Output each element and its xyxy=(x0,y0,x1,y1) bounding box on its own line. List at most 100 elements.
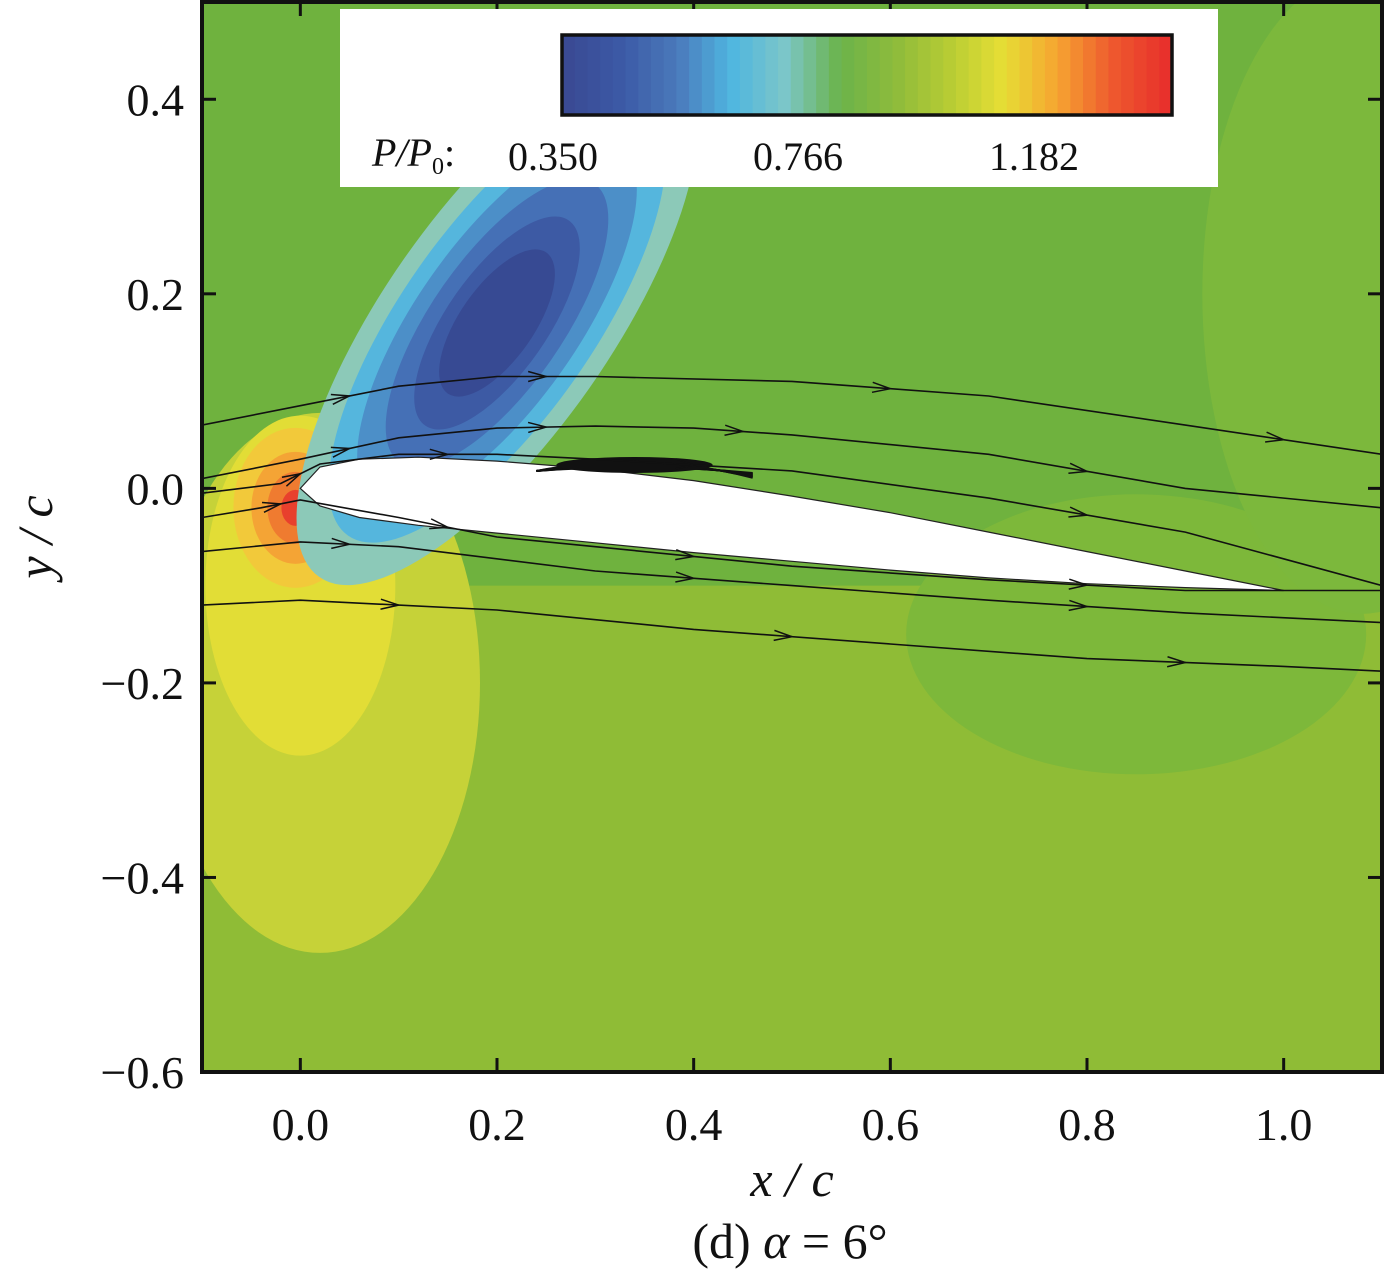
colorbar-swatch xyxy=(816,35,830,115)
streamline-arrow xyxy=(675,571,697,583)
plot-frame xyxy=(200,0,1384,1074)
streamline-arrow xyxy=(429,518,451,530)
colorbar-swatch xyxy=(638,35,652,115)
colorbar-swatch xyxy=(968,35,982,115)
caption-symbol: α xyxy=(763,1213,791,1269)
streamline-arrow xyxy=(1166,656,1189,668)
colorbar-swatch xyxy=(1006,35,1021,115)
colorbar-swatch xyxy=(1070,35,1084,115)
colorbar-swatch xyxy=(1146,35,1160,115)
colorbar-swatch xyxy=(1032,35,1046,115)
colorbar-label-min: 0.350 xyxy=(508,134,598,179)
colorbar-swatch xyxy=(778,35,792,115)
y-tick-label: 0.0 xyxy=(127,463,185,514)
colorbar-legend: P/P0: 0.350 0.766 1.182 xyxy=(340,9,1218,187)
colorbar-swatch xyxy=(892,35,906,115)
streamline-arrow xyxy=(281,472,303,487)
colorbar-label-max: 1.182 xyxy=(989,134,1079,179)
x-tick-label: 0.0 xyxy=(272,1099,330,1150)
colorbar-swatch xyxy=(1108,35,1122,115)
colorbar-label-mid: 0.766 xyxy=(753,134,843,179)
colorbar-swatch xyxy=(714,35,728,115)
streamline-arrow xyxy=(429,448,451,461)
x-tick-label: 0.6 xyxy=(862,1099,920,1150)
colorbar-swatch xyxy=(701,35,716,115)
colorbar-swatch xyxy=(574,35,589,115)
streamline-arrow xyxy=(675,549,697,561)
bubble-core xyxy=(556,456,713,473)
colorbar-swatch xyxy=(1121,35,1135,115)
streamline-arrow xyxy=(331,537,353,550)
x-axis-title: x / c xyxy=(749,1151,833,1207)
streamline-arrow xyxy=(330,393,353,406)
colorbar-swatch xyxy=(727,35,741,115)
field-upper-right xyxy=(1202,2,1382,614)
colorbar-swatch xyxy=(650,35,665,115)
colorbar-swatch xyxy=(943,35,957,115)
separation-bubble xyxy=(536,456,753,479)
colorbar-swatch xyxy=(739,35,754,115)
colorbar-swatch xyxy=(752,35,766,115)
streamline-arrow xyxy=(773,629,795,642)
streamline-arrow xyxy=(871,381,894,394)
colorbar-swatch xyxy=(879,35,894,115)
y-tick-label: −0.4 xyxy=(101,852,184,903)
colorbar-swatch xyxy=(1044,35,1059,115)
colorbar-swatch xyxy=(587,35,601,115)
colorbar-swatch xyxy=(955,35,970,115)
x-tick-label: 0.8 xyxy=(1058,1099,1116,1150)
streamline-arrow xyxy=(330,446,353,458)
streamline-arrow xyxy=(1068,462,1090,474)
colorbar-swatch xyxy=(1095,35,1110,115)
caption-value: = 6° xyxy=(802,1213,888,1269)
x-tick-label: 0.4 xyxy=(665,1099,723,1150)
streamline-0 xyxy=(202,375,1382,456)
y-axis-title: y / c xyxy=(7,495,63,583)
colorbar-swatch xyxy=(981,35,995,115)
colorbar-swatch xyxy=(917,35,932,115)
colorbar-swatch xyxy=(905,35,919,115)
colorbar-swatch xyxy=(663,35,677,115)
colorbar-swatch xyxy=(930,35,944,115)
x-tick-label: 1.0 xyxy=(1255,1099,1313,1150)
colorbar-swatch xyxy=(828,35,843,115)
streamlines xyxy=(202,370,1382,672)
x-tick-label: 0.2 xyxy=(468,1099,526,1150)
streamline-arrow xyxy=(527,421,549,434)
colorbar-swatch xyxy=(867,35,881,115)
axis-ticks: 0.0 0.2 0.4 0.6 0.8 1.0 0.4 0.2 0.0 −0.2 −0.4 −0.6 xyxy=(101,2,1382,1150)
colorbar-swatch xyxy=(689,35,703,115)
colorbar-swatch xyxy=(1057,35,1071,115)
colorbar-swatch xyxy=(841,35,855,115)
suction-contour-5 xyxy=(439,249,555,397)
streamline-arrow xyxy=(1068,578,1090,590)
caption-prefix: (d) xyxy=(692,1213,750,1269)
streamline-arrow xyxy=(1068,506,1090,518)
colorbar-swatch xyxy=(790,35,805,115)
y-tick-label: 0.2 xyxy=(127,269,185,320)
colorbar-swatch xyxy=(676,35,690,115)
colorbar-swatch xyxy=(854,35,868,115)
y-tick-label: −0.6 xyxy=(101,1047,184,1098)
colorbar-swatch xyxy=(1133,35,1148,115)
colorbar-swatch xyxy=(765,35,779,115)
streamline-arrow xyxy=(724,424,746,436)
figure-caption: (d) α = 6° xyxy=(692,1213,887,1269)
colorbar-swatch xyxy=(994,35,1008,115)
colorbar xyxy=(562,35,1173,115)
colorbar-frame xyxy=(560,33,1174,117)
colorbar-swatch xyxy=(803,35,817,115)
colorbar-swatch xyxy=(1019,35,1033,115)
colorbar-swatch xyxy=(562,35,576,115)
colorbar-swatch xyxy=(625,35,639,115)
streamline-arrow xyxy=(1068,599,1090,612)
colorbar-title: P/P0: xyxy=(371,130,455,180)
colorbar-swatch xyxy=(612,35,627,115)
colorbar-swatch xyxy=(1083,35,1097,115)
streamline-arrow xyxy=(527,370,549,383)
streamline-arrow xyxy=(675,458,697,470)
y-tick-label: −0.2 xyxy=(101,658,184,709)
streamline-arrow xyxy=(380,598,402,610)
colorbar-swatch xyxy=(600,35,614,115)
